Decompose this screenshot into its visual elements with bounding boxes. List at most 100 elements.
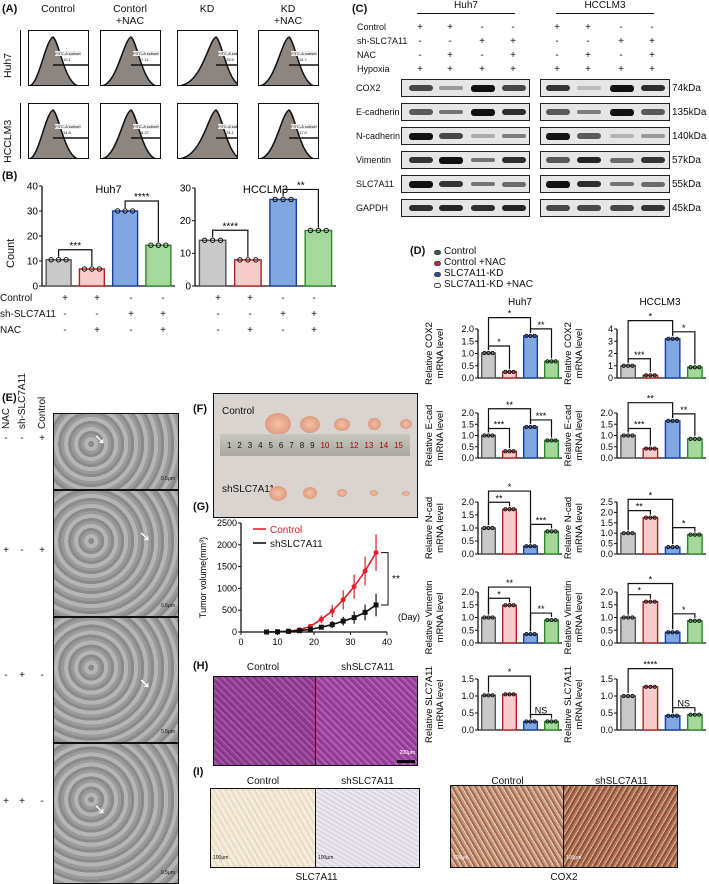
y-axis-label: mRNA level	[574, 503, 585, 553]
data-point	[253, 257, 259, 263]
bar	[480, 434, 497, 459]
bar	[522, 720, 539, 731]
condition-sign: +	[39, 433, 45, 444]
significance-bracket	[529, 713, 553, 719]
flow-histogram: FITC-A subset 8.27	[100, 103, 161, 159]
data-point	[81, 266, 88, 272]
scale-bar-label: 0.5μm	[161, 476, 175, 482]
data-point	[674, 713, 680, 718]
data-point	[621, 531, 626, 536]
condition-sign: +	[447, 50, 453, 61]
data-point	[549, 529, 554, 534]
y-tick-label: 30	[180, 183, 192, 194]
ruler-number: 1	[226, 440, 232, 450]
y-axis-label: mRNA level	[574, 411, 585, 461]
y-tick-label: 1.5	[461, 510, 474, 520]
data-point	[482, 433, 487, 438]
condition-sign: -	[480, 50, 484, 61]
protein-band	[577, 109, 601, 115]
significance-label: **	[297, 180, 305, 191]
y-tick-label: 0	[185, 281, 191, 292]
tumor	[265, 413, 291, 435]
molecular-weight: 140kDa	[672, 131, 707, 142]
significance-bracket	[487, 408, 532, 433]
condition-sign: +	[3, 545, 9, 556]
flow-histogram: FITC-A subset29.5	[177, 30, 238, 86]
xenograft-sh-label: shSLC7A11	[222, 484, 275, 495]
condition-sign: +	[479, 36, 485, 47]
significance-label: ****	[222, 221, 238, 232]
y-tick-label: 0	[232, 627, 237, 637]
y-tick-label: 4	[608, 324, 613, 334]
significance-label: ***	[634, 420, 645, 430]
panel-label-i: (I)	[193, 766, 204, 778]
data-point	[666, 713, 671, 718]
data-point	[697, 436, 702, 441]
condition-sign: -	[586, 36, 590, 47]
blot-strip	[540, 151, 670, 169]
y-tick-label: 2.0	[461, 324, 474, 334]
data-point	[692, 712, 697, 717]
scale-bar-label: 100μm	[318, 855, 334, 861]
protein-band	[641, 109, 665, 115]
y-tick-label: 40	[27, 181, 39, 192]
bar	[620, 434, 637, 459]
y-tick-label: 0	[608, 373, 613, 383]
y-tick-label: 1.0	[461, 691, 474, 701]
data-point	[511, 369, 516, 374]
panel-label-a: (A)	[2, 3, 18, 15]
condition-sign: -	[216, 309, 220, 320]
bar	[501, 450, 518, 459]
significance-bracket	[487, 586, 532, 632]
y-axis-label: Relative N-cad	[424, 497, 435, 559]
significance-label: *	[497, 337, 501, 347]
condition-sign: +	[247, 293, 253, 304]
y-tick-label: 3	[608, 336, 613, 346]
significance-label: *	[508, 482, 512, 492]
bar	[233, 259, 262, 287]
bar	[198, 239, 227, 287]
data-point	[482, 525, 487, 531]
data-point	[486, 525, 491, 531]
y-tick-label: 0.5	[461, 536, 474, 546]
data-point	[545, 529, 550, 534]
y-tick-label: 2.0	[600, 408, 613, 418]
data-point	[511, 603, 516, 608]
protein-band	[610, 205, 634, 211]
y-tick-label: 0.0	[600, 725, 613, 735]
data-point	[621, 693, 626, 699]
condition-sign: -	[20, 433, 24, 444]
bar	[480, 616, 497, 644]
y-tick-label: 1.5	[461, 600, 474, 610]
tem-image: 0.5μm ➘	[53, 617, 179, 743]
condition-sign: -	[281, 325, 285, 336]
condition-sign: +	[649, 50, 655, 61]
y-axis-label: Relative E-cad	[424, 405, 435, 467]
bar	[304, 229, 333, 287]
y-tick-label: 0	[32, 281, 38, 292]
ruler-number: 15	[394, 440, 404, 450]
series-line	[266, 604, 377, 633]
flow-gate-label: FITC-A subset	[55, 51, 81, 56]
bar	[480, 352, 497, 379]
arrow-icon: ➘	[139, 675, 151, 691]
significance-label: **	[392, 574, 400, 585]
data-point	[621, 615, 626, 620]
condition-sign: +	[510, 36, 516, 47]
condition-sign: +	[280, 309, 286, 320]
flow-gate-value: 16.7	[299, 57, 307, 62]
ruler-number: 2	[237, 440, 242, 450]
significance-label: *	[649, 312, 653, 322]
condition-sign: +	[311, 325, 317, 336]
significance-bracket	[282, 188, 319, 228]
significance-label: ****	[134, 192, 150, 203]
y-tick-label: 0.0	[600, 453, 613, 463]
blot-strip	[401, 103, 530, 121]
flow-column-header: Contorl +NAC	[113, 3, 147, 27]
data-point	[486, 693, 491, 698]
bar	[664, 546, 681, 555]
tumor	[367, 418, 381, 430]
y-tick-label: 2500	[217, 518, 237, 528]
y-tick-label: 2.0	[461, 408, 474, 418]
protein-band	[439, 204, 463, 212]
